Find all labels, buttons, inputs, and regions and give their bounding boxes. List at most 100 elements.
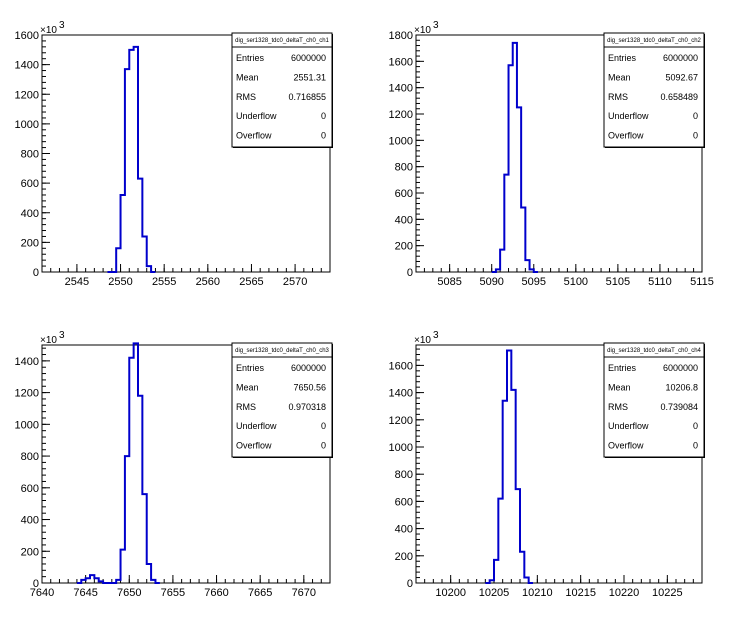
stats-value: 0 <box>321 111 326 121</box>
y-tick-label: 0 <box>33 578 39 590</box>
stats-label: Entries <box>236 363 265 373</box>
stats-value: 0 <box>321 421 326 431</box>
y-tick-label: 1200 <box>15 89 39 101</box>
stats-label: Overflow <box>236 131 272 141</box>
stats-label: Underflow <box>236 421 277 431</box>
x-tick-label: 2550 <box>108 276 132 288</box>
plot-frame <box>41 344 331 584</box>
stats-box <box>231 342 333 458</box>
y-tick-label: 1400 <box>389 388 413 400</box>
y-tick-label: 1000 <box>389 135 413 147</box>
stats-title: dig_ser1328_tdc0_deltaT_ch0_ch2 <box>607 38 701 44</box>
histogram-panel-3: 0 200 400 600 800 1000 1200 1400 7640 7645 7650 765… <box>15 330 333 599</box>
stats-value: 0 <box>693 421 698 431</box>
y-tick-label: 0 <box>407 578 413 590</box>
y-tick-label: 1200 <box>15 388 39 400</box>
x-tick-label: 7665 <box>248 587 272 599</box>
histogram-panel-4: 0 200 400 600 800 1000 1200 1400 1600 10200 10205 1… <box>389 330 705 599</box>
x-tick-label: 5085 <box>437 276 461 288</box>
stats-value: 0.716855 <box>288 92 326 102</box>
x-tick-label: 7670 <box>292 587 316 599</box>
stats-value: 0 <box>693 111 698 121</box>
y-tick-label: 1600 <box>389 360 413 372</box>
x-tick-label: 2560 <box>196 276 220 288</box>
y-tick-label: 1600 <box>389 56 413 68</box>
y-tick-label: 600 <box>395 188 413 200</box>
stats-value: 2551.31 <box>293 72 326 82</box>
stats-label: Entries <box>608 363 637 373</box>
histogram-series-line <box>485 349 533 584</box>
y-exponent-base: ×10 <box>40 25 57 36</box>
stats-label: Underflow <box>236 111 277 121</box>
stats-label: Overflow <box>236 441 272 451</box>
stats-value: 0 <box>321 441 326 451</box>
y-tick-label: 200 <box>21 546 39 558</box>
y-tick-label: 400 <box>21 208 39 220</box>
stats-value: 0.970318 <box>288 402 326 412</box>
stats-value: 0.658489 <box>660 92 698 102</box>
y-tick-label: 400 <box>395 214 413 226</box>
x-tick-label: 10200 <box>435 587 466 599</box>
y-tick-label: 200 <box>395 551 413 563</box>
stats-label: RMS <box>608 402 628 412</box>
y-tick-label: 400 <box>21 515 39 527</box>
x-tick-label: 7645 <box>73 587 97 599</box>
stats-label: Entries <box>236 53 265 63</box>
y-tick-label: 0 <box>33 267 39 279</box>
x-tick-label: 2565 <box>239 276 263 288</box>
x-tick-label: 5095 <box>522 276 546 288</box>
x-tick-label: 2555 <box>152 276 176 288</box>
y-tick-label: 1600 <box>15 30 39 42</box>
stats-title: dig_ser1328_tdc0_deltaT_ch0_ch4 <box>607 348 701 354</box>
stats-value: 6000000 <box>663 363 698 373</box>
histogram-series-line <box>76 342 160 584</box>
stats-box <box>603 32 705 148</box>
stats-label: RMS <box>608 92 628 102</box>
y-tick-label: 0 <box>407 267 413 279</box>
y-tick-label: 1000 <box>15 119 39 131</box>
stats-value: 0 <box>693 441 698 451</box>
stats-value: 6000000 <box>663 53 698 63</box>
stats-title: dig_ser1328_tdc0_deltaT_ch0_ch3 <box>235 348 329 354</box>
y-tick-label: 200 <box>21 237 39 249</box>
y-tick-label: 1000 <box>389 442 413 454</box>
stats-value: 0 <box>321 131 326 141</box>
x-tick-label: 7650 <box>117 587 141 599</box>
x-tick-label: 10205 <box>479 587 510 599</box>
stats-label: Mean <box>236 382 259 392</box>
stats-value: 7650.56 <box>293 382 326 392</box>
x-tick-label: 5115 <box>690 276 714 288</box>
stats-label: Underflow <box>608 111 649 121</box>
y-tick-label: 600 <box>21 483 39 495</box>
x-tick-label: 2570 <box>283 276 307 288</box>
stats-label: Entries <box>608 53 637 63</box>
histogram-panel-1: 0 200 400 600 800 1000 1200 1400 1600 2545 2550 255… <box>15 20 333 288</box>
x-tick-label: 5090 <box>479 276 503 288</box>
y-tick-label: 800 <box>21 451 39 463</box>
stats-label: Mean <box>608 382 631 392</box>
stats-value: 10206.8 <box>665 382 698 392</box>
x-tick-label: 10225 <box>652 587 683 599</box>
x-tick-label: 10220 <box>609 587 640 599</box>
histogram-bin <box>129 50 133 272</box>
y-tick-label: 1800 <box>389 30 413 42</box>
stats-box <box>231 32 333 148</box>
y-tick-label: 1400 <box>15 60 39 72</box>
y-tick-label: 800 <box>21 149 39 161</box>
y-exponent: 3 <box>433 20 439 31</box>
stats-label: Underflow <box>608 421 649 431</box>
stats-value: 5092.67 <box>665 72 698 82</box>
y-tick-label: 1200 <box>389 109 413 121</box>
y-tick-label: 400 <box>395 524 413 536</box>
stats-label: RMS <box>236 402 256 412</box>
y-tick-label: 1400 <box>389 83 413 95</box>
x-tick-label: 5105 <box>606 276 630 288</box>
stats-value: 0 <box>693 131 698 141</box>
x-tick-label: 10215 <box>565 587 596 599</box>
y-tick-label: 200 <box>395 241 413 253</box>
y-tick-label: 1200 <box>389 415 413 427</box>
histogram-panel-2: 0 200 400 600 800 1000 1200 1400 1600 1800 5085 509… <box>389 20 714 288</box>
stats-label: RMS <box>236 92 256 102</box>
y-tick-label: 1400 <box>15 356 39 368</box>
